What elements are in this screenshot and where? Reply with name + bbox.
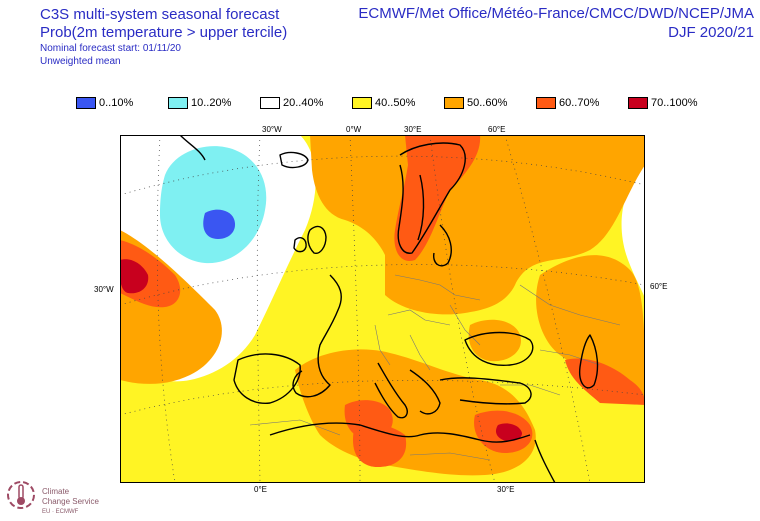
- lon-label-top-0: 0°W: [346, 125, 362, 134]
- field-0-10: [203, 209, 236, 239]
- lon-label-bottom-0e: 0°E: [254, 485, 267, 494]
- field-20-40-northeast: [621, 165, 645, 300]
- title-block: C3S multi-system seasonal forecast Prob(…: [40, 6, 287, 68]
- season-label: DJF 2020/21: [668, 24, 754, 41]
- legend-swatch: [260, 97, 280, 109]
- legend-item-0-10: 0..10%: [76, 96, 133, 110]
- legend-swatch: [76, 97, 96, 109]
- field-70-100-levant: [495, 423, 522, 442]
- legend-swatch: [352, 97, 372, 109]
- legend-swatch: [168, 97, 188, 109]
- forecast-start-label: Nominal forecast start: 01/11/20: [40, 43, 181, 54]
- title-line-2: Prob(2m temperature > upper tercile): [40, 24, 288, 41]
- source-block: ECMWF/Met Office/Météo-France/CMCC/DWD/N…: [358, 4, 754, 42]
- country-borders: [249, 274, 621, 461]
- field-70-100-atlantic: [120, 259, 149, 294]
- climate-logo-icon: [7, 481, 35, 509]
- coastlines: [179, 135, 599, 483]
- legend-label: 60..70%: [559, 97, 600, 109]
- legend-label: 0..10%: [99, 97, 134, 109]
- legend-label: 10..20%: [191, 97, 232, 109]
- legend-item-40-50: 40..50%: [352, 96, 415, 110]
- logo-line-1: Climate: [42, 487, 70, 496]
- copernicus-climate-logo: Climate Change Service EU · ECMWF: [4, 476, 114, 518]
- lon-label-left-30w: 30°W: [94, 285, 114, 294]
- lon-label-right-60e: 60°E: [650, 282, 668, 291]
- lon-label-top-30w: 30°W: [262, 125, 282, 134]
- legend-label: 40..50%: [375, 97, 416, 109]
- title-line-1: C3S multi-system seasonal forecast: [40, 6, 280, 23]
- field-50-60-north: [310, 135, 645, 315]
- field-10-20: [160, 146, 267, 264]
- legend-item-60-70: 60..70%: [536, 96, 599, 110]
- legend-item-20-40: 20..40%: [260, 96, 323, 110]
- lon-label-bottom-30e: 30°E: [497, 485, 515, 494]
- field-60-70-russia: [565, 358, 645, 405]
- field-50-60-caspian: [468, 319, 521, 362]
- logo-line-2: Change Service: [42, 497, 99, 506]
- legend-label: 50..60%: [467, 97, 508, 109]
- source-centres: ECMWF/Met Office/Météo-France/CMCC/DWD/N…: [358, 5, 754, 22]
- legend-item-10-20: 10..20%: [168, 96, 231, 110]
- legend-swatch: [444, 97, 464, 109]
- map-frame: [120, 135, 645, 483]
- forecast-map: [120, 135, 645, 483]
- legend-label: 70..100%: [651, 97, 698, 109]
- field-60-70-scandinavia: [394, 135, 481, 261]
- legend-swatch: [536, 97, 556, 109]
- legend-swatch: [628, 97, 648, 109]
- legend-item-50-60: 50..60%: [444, 96, 507, 110]
- weighting-label: Unweighted mean: [40, 56, 121, 67]
- legend-item-70-100: 70..100%: [628, 96, 697, 110]
- lon-label-top-30e: 30°E: [404, 125, 422, 134]
- legend-label: 20..40%: [283, 97, 324, 109]
- lon-label-top-60e: 60°E: [488, 125, 506, 134]
- logo-line-3: EU · ECMWF: [42, 509, 79, 515]
- field-50-60-east: [536, 255, 645, 400]
- graticule: [120, 135, 645, 483]
